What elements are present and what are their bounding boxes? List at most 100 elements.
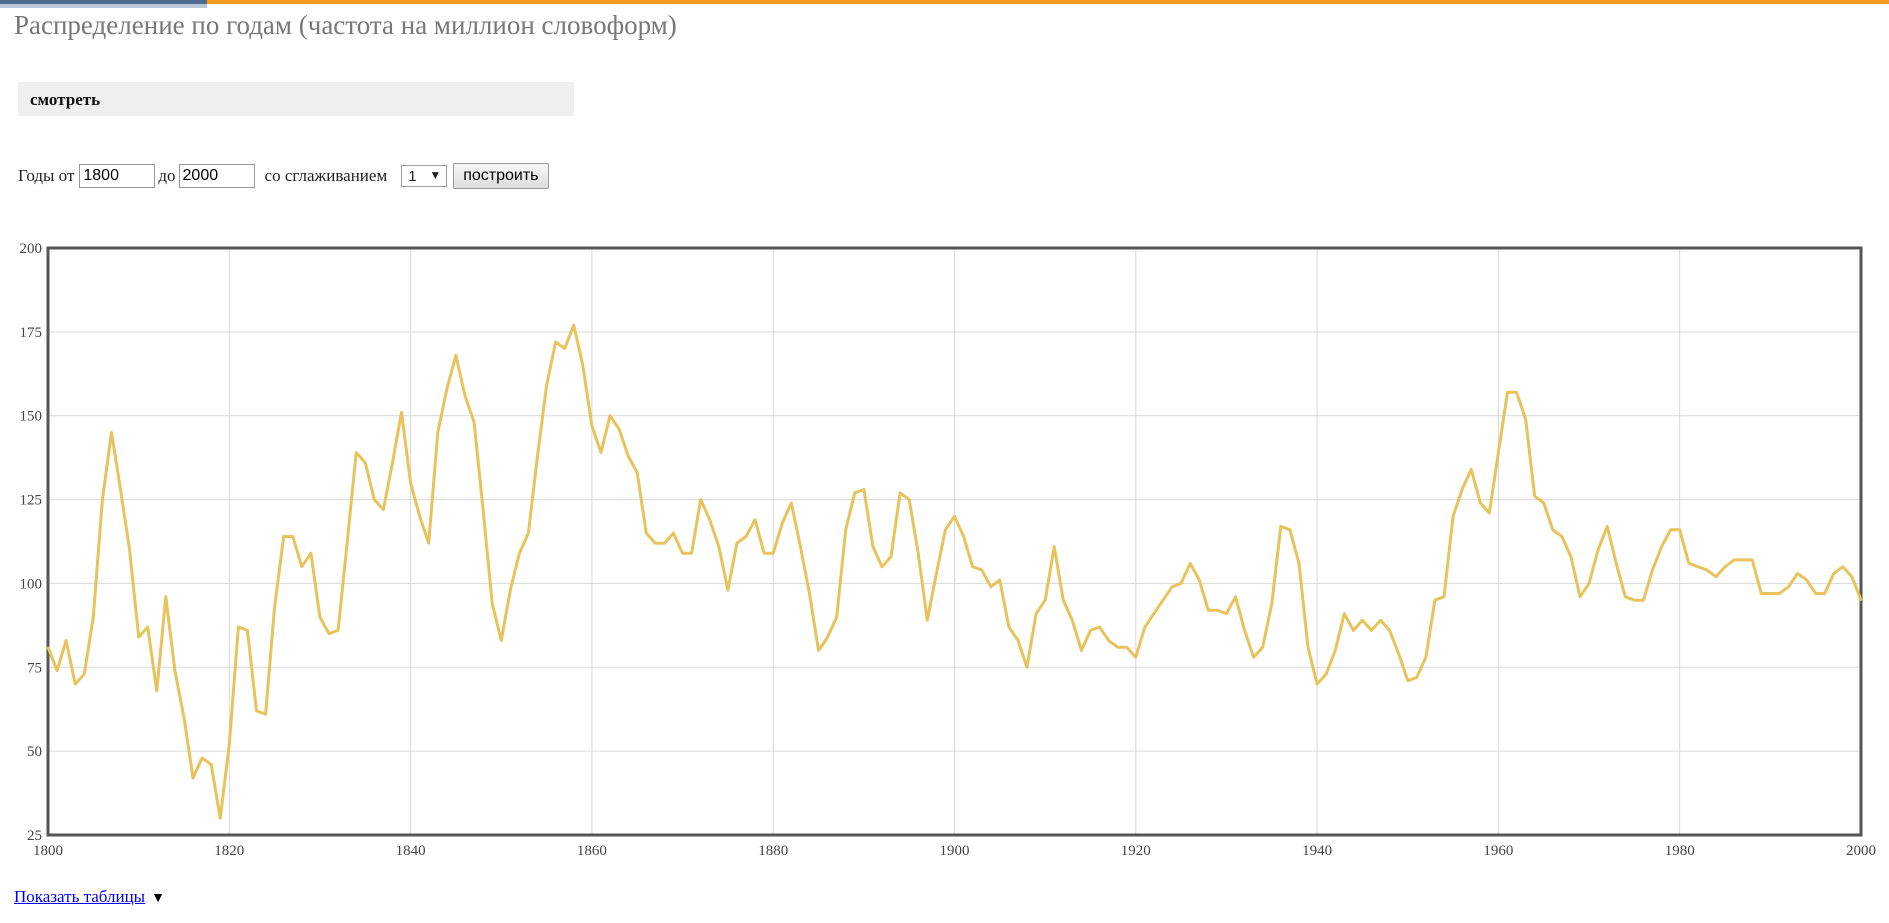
data-point: [627, 455, 629, 457]
data-point: [699, 498, 702, 501]
data-point: [1751, 559, 1754, 561]
x-tick-label: 2000: [1846, 843, 1876, 859]
y-tick-label: 50: [27, 744, 42, 760]
data-point: [155, 689, 158, 692]
y-tick-label: 175: [20, 325, 43, 341]
data-point: [1071, 619, 1074, 622]
data-point: [1479, 502, 1482, 504]
view-toggle-label[interactable]: смотреть: [30, 90, 101, 109]
data-point: [219, 817, 222, 820]
view-toggle[interactable]: смотреть: [18, 82, 574, 116]
years-from-input[interactable]: [79, 164, 156, 188]
data-point: [1579, 596, 1581, 598]
data-point: [1633, 599, 1636, 601]
data-point: [1724, 565, 1726, 568]
show-table-toggle[interactable]: Показать таблицы ▼: [14, 887, 165, 907]
data-point: [1008, 626, 1010, 628]
series-layer: [46, 323, 1863, 820]
data-point: [663, 542, 666, 544]
data-point: [690, 552, 693, 555]
data-point: [754, 518, 756, 521]
expand-arrow-icon[interactable]: ▼: [151, 891, 165, 906]
data-point: [228, 743, 231, 746]
data-point: [436, 431, 439, 434]
chevron-down-icon: ▼: [429, 168, 442, 182]
data-point: [1316, 683, 1318, 685]
smoothing-value: 1: [408, 168, 417, 185]
page-title: Распределение по годам (частота на милли…: [14, 10, 677, 40]
data-point: [1660, 545, 1663, 548]
data-point: [409, 482, 412, 484]
data-point: [962, 535, 965, 538]
data-point: [971, 565, 974, 568]
data-point: [1153, 612, 1155, 615]
smoothing-select[interactable]: 1 ▼: [401, 165, 448, 187]
x-axis-ticks: 1800 1820 1840 1860 1880 1900 1920 1940 1960 1980…: [33, 843, 1876, 859]
data-point: [418, 515, 421, 518]
data-point: [1497, 451, 1500, 454]
data-point: [319, 616, 321, 618]
data-point: [237, 626, 240, 628]
data-point: [1742, 559, 1744, 561]
data-point: [83, 673, 86, 675]
data-point: [908, 498, 910, 501]
data-point: [1524, 418, 1527, 420]
data-point: [1833, 572, 1835, 575]
data-point: [563, 347, 566, 350]
data-point: [672, 532, 675, 534]
data-point: [1280, 525, 1282, 528]
data-point: [119, 488, 122, 491]
data-point: [1588, 582, 1590, 585]
x-tick-label: 1980: [1665, 843, 1695, 859]
data-point: [1180, 582, 1182, 585]
data-point: [1425, 656, 1427, 659]
data-point: [1697, 565, 1699, 568]
data-point: [1506, 391, 1509, 394]
data-point: [65, 639, 67, 642]
x-tick-label: 1920: [1121, 843, 1151, 859]
x-tick-label: 1840: [396, 843, 426, 859]
data-point: [1443, 596, 1445, 598]
data-point: [518, 552, 521, 555]
data-point: [600, 451, 602, 454]
data-point: [582, 364, 584, 367]
data-point: [727, 589, 729, 591]
x-tick-label: 1900: [940, 843, 970, 859]
x-tick-label: 1940: [1302, 843, 1332, 859]
data-point: [1325, 673, 1327, 675]
data-point: [790, 502, 793, 504]
data-point: [301, 565, 303, 568]
data-point: [92, 616, 95, 618]
data-point: [210, 763, 212, 766]
data-point: [364, 461, 367, 464]
data-point: [328, 632, 330, 635]
data-point: [935, 572, 938, 575]
data-point: [1026, 666, 1028, 669]
data-point: [1687, 562, 1690, 565]
data-point: [609, 414, 611, 417]
smoothing-label: со сглаживанием: [264, 166, 388, 185]
data-point: [1851, 575, 1853, 578]
data-point: [291, 535, 294, 538]
data-point: [1860, 599, 1862, 601]
data-point: [1379, 619, 1382, 622]
y-tick-label: 25: [27, 828, 42, 844]
data-point: [192, 777, 194, 779]
data-point: [591, 424, 593, 427]
data-point: [1406, 679, 1409, 682]
data-point: [944, 528, 947, 531]
data-point: [554, 341, 557, 343]
data-point: [491, 602, 493, 605]
years-to-input[interactable]: [178, 164, 255, 188]
data-point: [890, 555, 892, 558]
data-point: [772, 552, 774, 555]
data-point: [718, 545, 720, 548]
build-button[interactable]: построить: [453, 163, 549, 189]
data-point: [926, 619, 929, 622]
show-table-link[interactable]: Показать таблицы: [14, 887, 146, 906]
data-point: [246, 629, 249, 632]
data-point: [1171, 585, 1173, 588]
years-to-label: до: [158, 166, 176, 185]
data-point: [817, 649, 820, 652]
data-point: [745, 535, 747, 538]
